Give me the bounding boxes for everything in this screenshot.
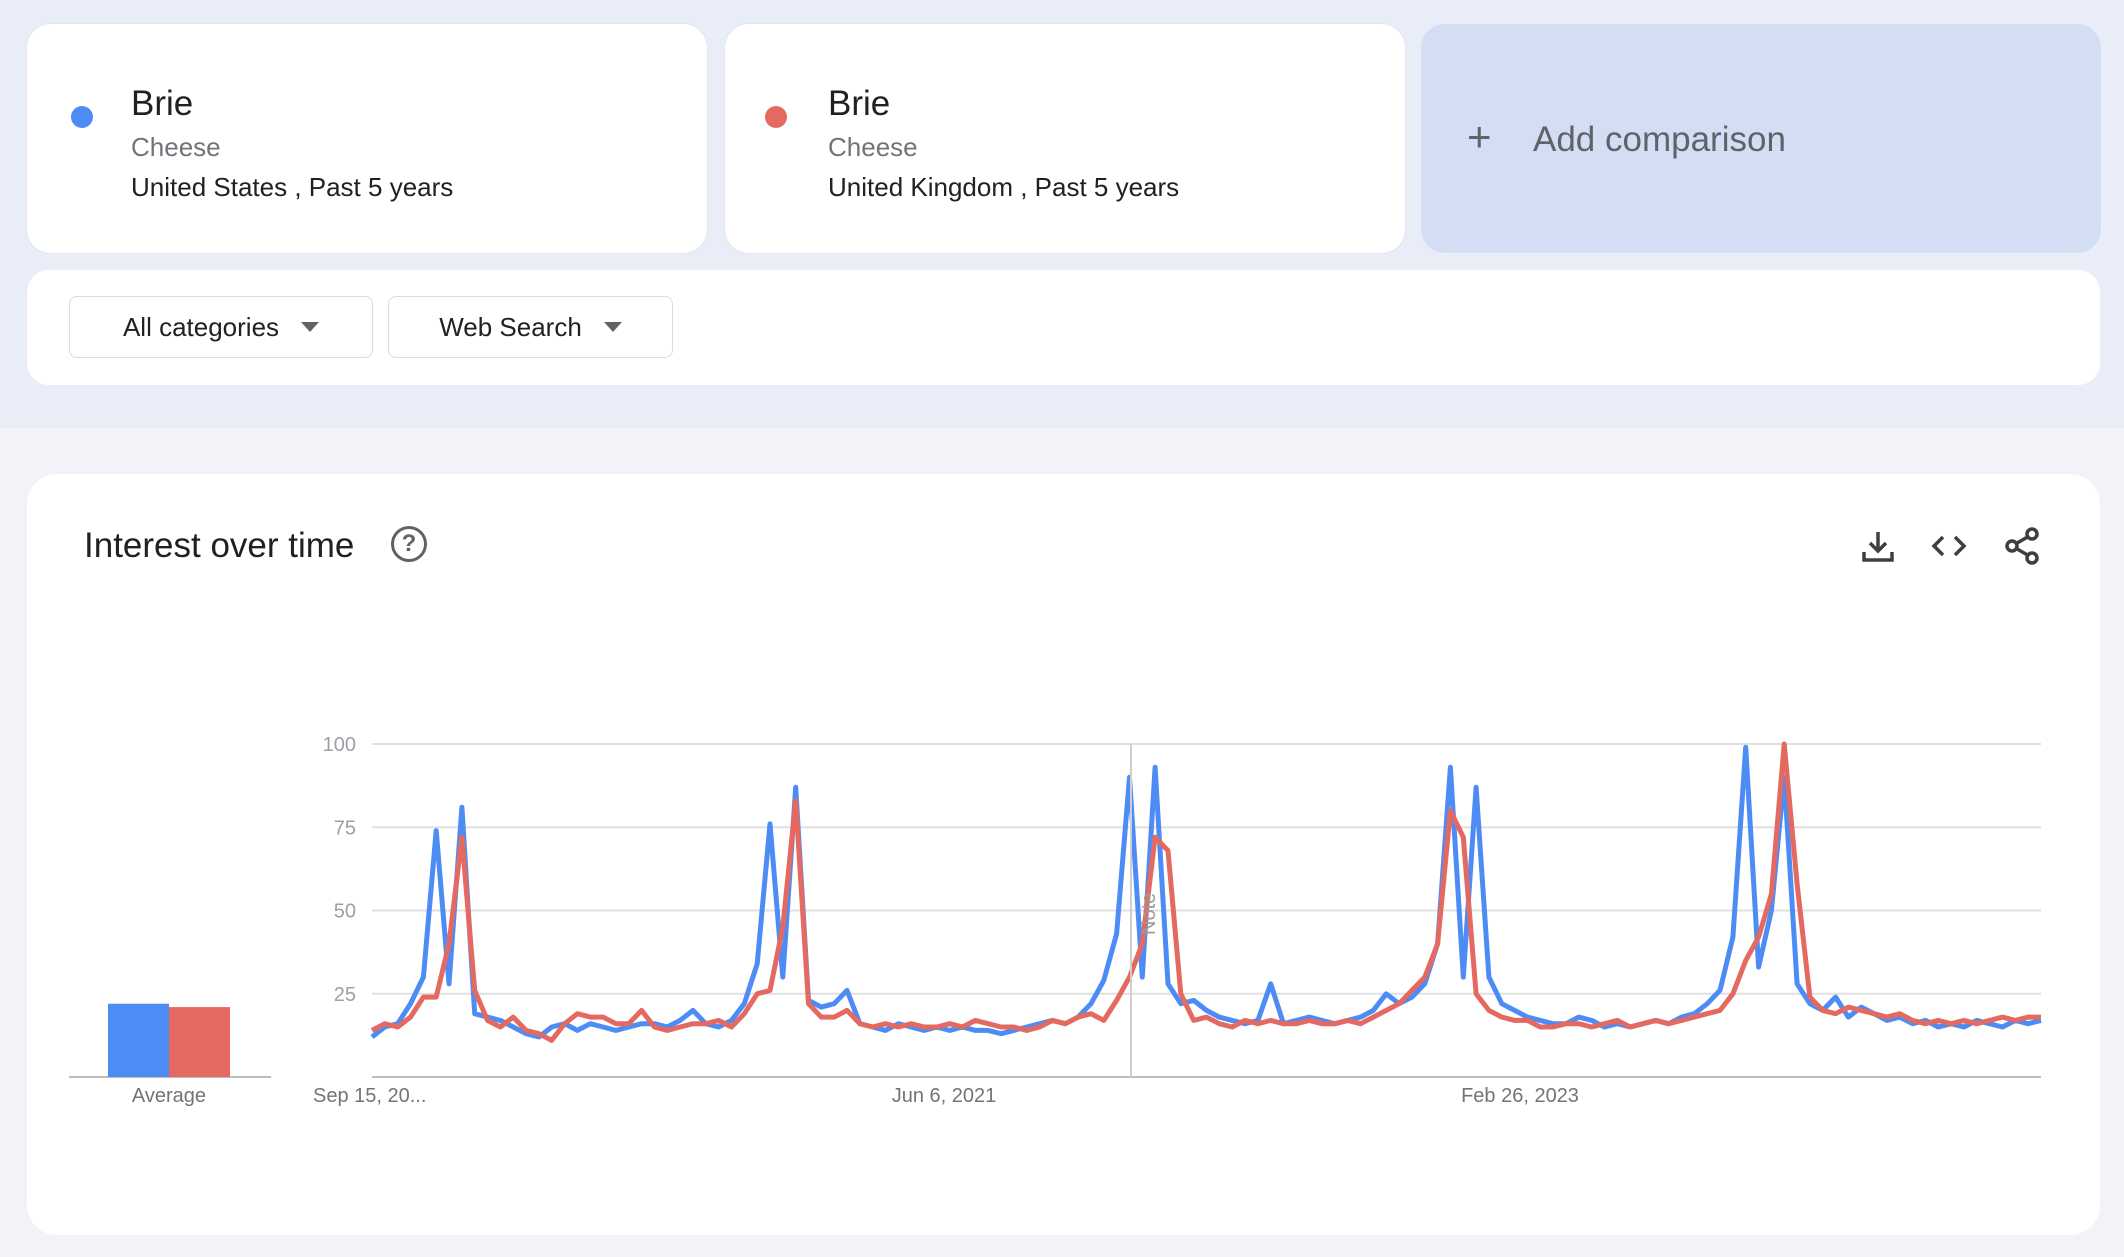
panel-title: Interest over time	[84, 526, 355, 565]
term-category: Cheese	[828, 132, 918, 162]
average-bar	[108, 1003, 169, 1077]
average-label: Average	[132, 1085, 206, 1107]
term-name: Brie	[131, 84, 194, 123]
category-dropdown[interactable]: All categories	[69, 296, 373, 358]
search-type-dropdown[interactable]: Web Search	[388, 296, 673, 358]
series-color-dot	[71, 106, 93, 128]
add-comparison-label: Add comparison	[1533, 120, 1786, 159]
help-icon[interactable]: ?	[391, 526, 427, 562]
term-name: Brie	[828, 84, 891, 123]
caret-down-icon	[301, 322, 320, 332]
note-label[interactable]: Note	[1138, 893, 1160, 935]
y-tick-label: 100	[323, 734, 356, 756]
y-tick-label: 25	[334, 984, 356, 1006]
x-tick-label: Jun 6, 2021	[892, 1085, 997, 1107]
y-tick-label: 75	[334, 817, 356, 839]
term-geo-time[interactable]: United Kingdom , Past 5 years	[828, 172, 1180, 202]
share-icon[interactable]	[2002, 526, 2042, 566]
search-type-value: Web Search	[439, 311, 582, 342]
term-card-1[interactable]: Brie Cheese United States , Past 5 years	[27, 24, 707, 253]
term-category: Cheese	[131, 132, 221, 162]
download-icon[interactable]	[1858, 526, 1898, 566]
y-tick-label: 50	[334, 901, 356, 923]
embed-code-icon[interactable]	[1929, 526, 1969, 566]
plus-icon: +	[1467, 113, 1492, 160]
interest-over-time-panel: Interest over time ?	[27, 474, 2100, 1235]
x-tick-label: Sep 15, 20...	[313, 1085, 426, 1107]
x-tick-label: Feb 26, 2023	[1461, 1085, 1579, 1107]
caret-down-icon	[603, 322, 622, 332]
category-value: All categories	[122, 311, 280, 342]
series-color-dot	[765, 106, 787, 128]
add-comparison-button[interactable]: + Add comparison	[1421, 24, 2101, 253]
filter-bar: All categories Web Search	[27, 270, 2100, 385]
series-line-2	[370, 741, 2041, 1043]
term-card-2[interactable]: Brie Cheese United Kingdom , Past 5 year…	[725, 24, 1405, 253]
average-bar	[169, 1007, 230, 1077]
term-geo-time[interactable]: United States , Past 5 years	[131, 172, 454, 202]
